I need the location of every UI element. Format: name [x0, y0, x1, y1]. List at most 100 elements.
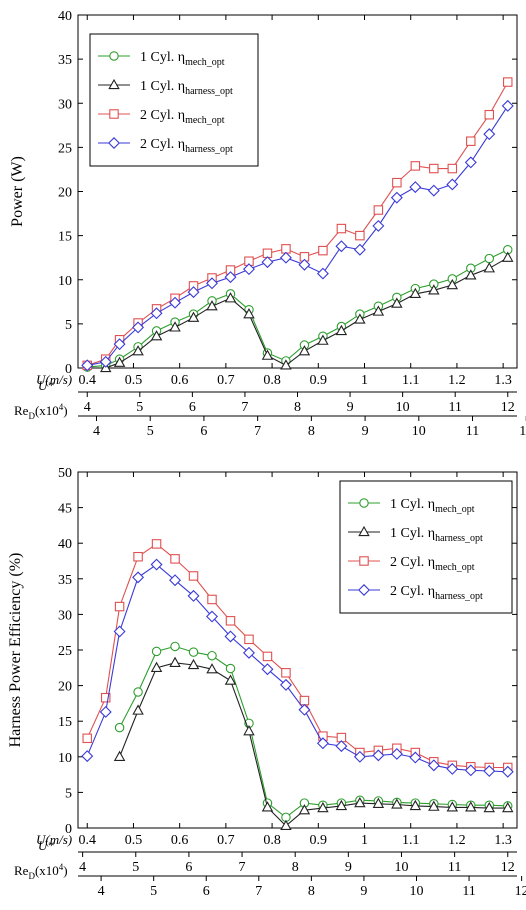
y-tick-label: 50 — [58, 466, 72, 481]
series-3 — [81, 558, 514, 778]
series-line — [119, 662, 508, 827]
y-tick-label: 35 — [58, 573, 72, 588]
data-point — [353, 243, 366, 256]
legend-label: 2 Cyl. ηharness_opt — [140, 137, 233, 155]
re-tick-label: 9 — [360, 884, 367, 899]
ustar-axis-label: U* — [38, 378, 54, 393]
legend-marker — [359, 498, 369, 508]
data-point — [501, 99, 514, 112]
x-tick-label: 1 — [361, 373, 368, 388]
ustar-tick-label: 11 — [448, 860, 461, 875]
legend-label: 1 Cyl. ηharness_opt — [390, 526, 483, 544]
legend-label-main: 2 Cyl. η — [140, 137, 185, 152]
data-point — [243, 308, 255, 319]
data-point — [353, 750, 366, 763]
data-point — [427, 184, 440, 197]
data-point — [280, 819, 292, 831]
data-point — [82, 733, 92, 744]
data-point — [502, 801, 514, 813]
data-point — [206, 300, 218, 311]
legend-entry: 1 Cyl. ηmech_opt — [348, 497, 475, 515]
ustar-axis-label: U* — [38, 838, 54, 853]
ustar-tick-label: 7 — [241, 400, 248, 415]
legend-marker — [109, 51, 119, 61]
y-tick-label: 40 — [58, 9, 72, 24]
data-point — [335, 799, 348, 811]
legend-entry: 1 Cyl. ηmech_opt — [98, 50, 225, 68]
legend-label-sub: harness_opt — [185, 144, 233, 155]
data-point — [299, 695, 310, 706]
data-point — [132, 321, 145, 334]
y-tick-label: 30 — [58, 97, 72, 112]
data-point — [447, 163, 458, 174]
re-tick-label: 12 — [515, 884, 526, 899]
data-point — [262, 651, 273, 662]
data-point — [169, 296, 182, 309]
re-label-tail: (x10 — [35, 403, 59, 418]
x-tick-label: 1.2 — [448, 833, 466, 848]
data-point — [298, 804, 311, 815]
data-point — [484, 253, 495, 264]
data-point — [483, 262, 496, 273]
ustar-tick-label: 12 — [501, 400, 515, 415]
series-line — [87, 249, 509, 368]
re-label-sub: D — [28, 871, 35, 881]
legend-label-main: 1 Cyl. η — [140, 79, 185, 94]
data-point — [279, 251, 292, 264]
ustar-tick-label: 7 — [239, 860, 246, 875]
data-point — [409, 181, 422, 194]
legend-label: 2 Cyl. ηmech_opt — [140, 108, 225, 126]
x-axis-label: U(m/s) — [36, 372, 72, 387]
data-point — [427, 759, 440, 772]
data-point — [224, 674, 237, 685]
data-point — [281, 668, 291, 678]
data-point — [188, 571, 199, 581]
y-tick-label: 35 — [58, 53, 72, 68]
ustar-tick-label: 5 — [132, 860, 139, 875]
y-tick-label: 20 — [58, 186, 72, 201]
series-line — [119, 645, 508, 818]
data-point — [354, 313, 366, 324]
legend: 1 Cyl. ηmech_opt 1 Cyl. ηharness_opt 2 Cyl… — [339, 480, 513, 614]
data-point — [261, 801, 274, 812]
y-tick-label: 10 — [58, 751, 72, 766]
re-tick-label: 11 — [466, 424, 479, 439]
data-point — [391, 798, 403, 809]
data-point — [114, 722, 125, 733]
data-point — [243, 646, 255, 659]
data-point — [132, 571, 145, 584]
re-axis-label: ReD(x104) — [14, 402, 68, 421]
data-point — [132, 345, 144, 356]
data-point — [446, 278, 459, 290]
re-axis-label: ReD(x104) — [14, 862, 68, 881]
re-tick-label: 10 — [412, 424, 426, 439]
legend-label-sub: mech_opt — [435, 504, 475, 515]
legend-label-sub: harness_opt — [435, 591, 483, 602]
re-label-end: ) — [63, 403, 67, 418]
legend-entry: 2 Cyl. ηmech_opt — [348, 555, 475, 573]
data-point — [409, 287, 422, 299]
legend-label: 2 Cyl. ηharness_opt — [390, 584, 483, 602]
data-point — [336, 223, 347, 234]
x-tick-label: 1 — [361, 833, 368, 848]
legend-label-sub: mech_opt — [185, 57, 225, 68]
data-point — [335, 240, 348, 253]
data-point — [465, 269, 477, 280]
re-label-sup: 4 — [59, 862, 64, 872]
data-point — [81, 750, 94, 763]
re-label-end: ) — [63, 863, 67, 878]
data-point — [318, 245, 328, 256]
data-point — [298, 258, 311, 271]
data-point — [207, 650, 217, 661]
series-0 — [82, 244, 513, 372]
data-point — [392, 177, 402, 188]
data-point — [169, 321, 181, 332]
data-point — [113, 625, 126, 638]
data-point — [187, 589, 200, 602]
re-tick-label: 12 — [519, 424, 526, 439]
legend-entry: 2 Cyl. ηmech_opt — [98, 108, 225, 126]
series-3 — [81, 99, 514, 372]
data-point — [428, 800, 440, 811]
ustar-tick-label: 10 — [396, 400, 410, 415]
